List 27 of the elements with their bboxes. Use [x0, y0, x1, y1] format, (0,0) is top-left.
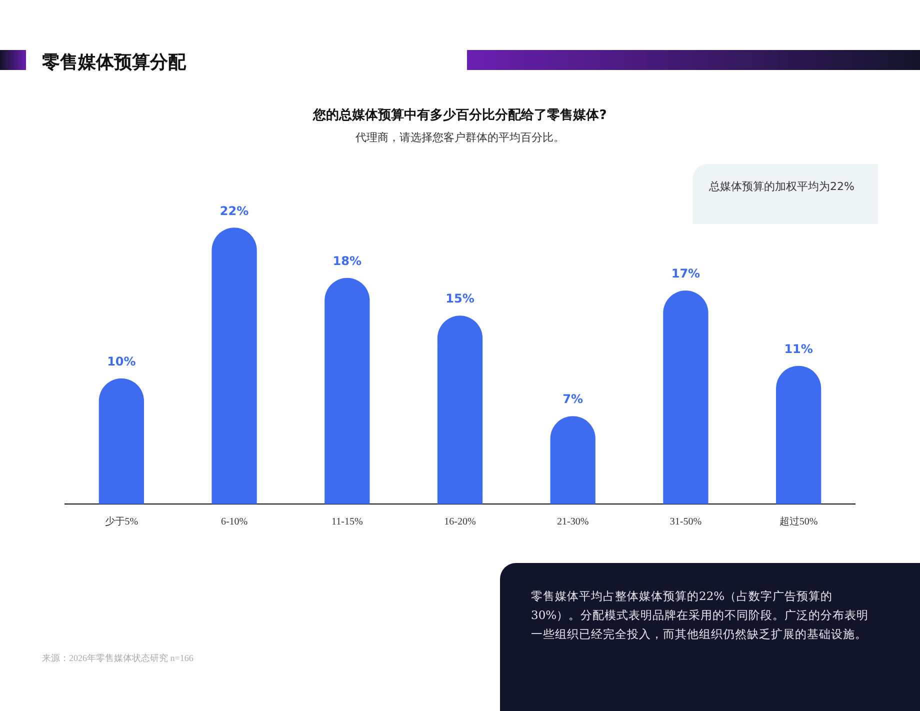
bar: [212, 228, 257, 504]
x-tick-label: 6-10%: [220, 516, 248, 528]
bar: [550, 416, 596, 504]
source-note: 来源：2026年零售媒体状态研究 n=166: [42, 652, 194, 665]
data-label: 17%: [671, 266, 700, 281]
bar: [324, 278, 370, 504]
data-label: 7%: [562, 392, 584, 406]
data-label: 11%: [784, 342, 813, 356]
text: 零售媒体预算分配: [42, 51, 186, 74]
bar: [663, 290, 708, 504]
x-tick-label: 少于5%: [104, 516, 138, 528]
text: 零售媒体平均占整体媒体预算的22%（占数字广告预算的30%）。分配模式表明品牌在采用的不同阶段。广泛的分布表明一些组织已经完全投入，而其他组织仍然缺乏扩展的基础设施。: [500, 563, 920, 711]
data-label: 22%: [220, 204, 249, 218]
x-tick-label: 11-15%: [331, 516, 363, 528]
text: 总媒体预算的加权平均为22%: [693, 164, 878, 224]
x-tick-label: 31-50%: [670, 516, 702, 528]
data-label: 18%: [332, 254, 362, 268]
chart-title: 您的总媒体预算中有多少百分比分配给了零售媒体?: [312, 107, 608, 124]
bar: [437, 316, 483, 504]
chart-subtitle: 代理商，请选择您客户群体的平均百分比。: [354, 130, 566, 145]
bar: [776, 366, 822, 504]
x-tick-label: 超过50%: [779, 516, 818, 528]
x-tick-label: 21-30%: [557, 516, 589, 528]
data-label: 15%: [446, 292, 474, 306]
bar: [98, 378, 144, 504]
data-label: 10%: [107, 354, 136, 369]
x-tick-label: 16-20%: [444, 516, 476, 528]
